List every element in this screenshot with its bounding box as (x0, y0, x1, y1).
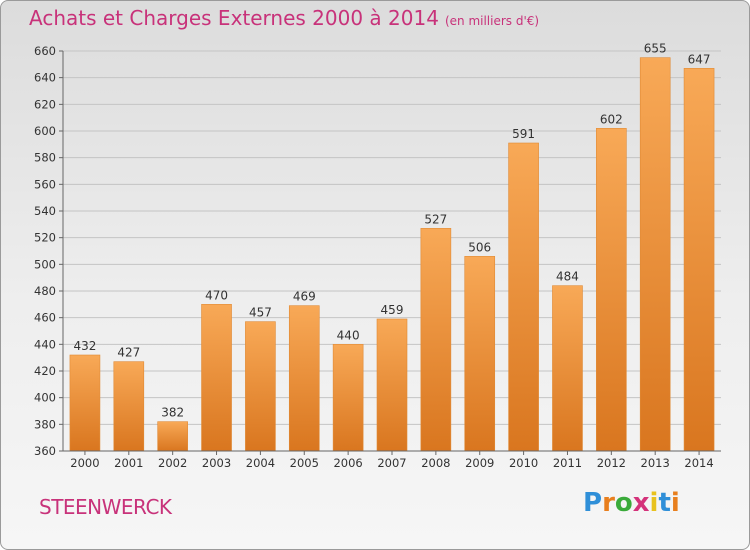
axes: 360 380 400 420 440 460 480 500 520 540 560 580 600 6… (34, 44, 721, 470)
bar (420, 228, 452, 452)
title-text: Achats et Charges Externes 2000 à 2014 (29, 6, 439, 30)
commune-name: STEENWERCK (39, 495, 172, 519)
bar-value-label: 457 (249, 306, 272, 320)
bars (69, 57, 715, 452)
bar-value-label: 602 (600, 112, 623, 126)
x-tick-label: 2003 (202, 456, 231, 470)
bar (288, 305, 320, 452)
y-tick-label: 460 (34, 311, 56, 325)
bar-value-label: 647 (688, 52, 711, 66)
y-tick-label: 440 (34, 337, 56, 351)
y-tick-label: 420 (34, 364, 56, 378)
bar (69, 354, 101, 452)
x-tick-label: 2011 (553, 456, 582, 470)
bar (596, 128, 627, 452)
y-tick-label: 620 (34, 97, 56, 111)
bar (464, 256, 496, 452)
x-tick-label: 2007 (377, 456, 406, 470)
y-tick-label: 580 (34, 151, 56, 165)
bar (245, 321, 276, 452)
logo-letter: i (670, 488, 680, 518)
bar-value-label: 382 (161, 406, 184, 420)
value-labels: 432 427 382 470 457 469 440 459 527 506 591 484 602 6… (73, 42, 710, 420)
x-tick-label: 2014 (684, 456, 713, 470)
x-tick-label: 2010 (509, 456, 538, 470)
y-tick-label: 520 (34, 231, 56, 245)
bar (508, 142, 539, 452)
x-tick-label: 2005 (290, 456, 319, 470)
chart-subtitle: (en milliers d'€) (444, 14, 540, 28)
logo-letter: r (602, 488, 615, 518)
y-tick-label: 360 (34, 444, 56, 458)
logo-letter: x (632, 488, 650, 518)
logo-letter: t (658, 488, 671, 518)
x-tick-label: 2002 (158, 456, 187, 470)
y-tick-label: 600 (34, 124, 56, 138)
bar-value-label: 506 (468, 240, 491, 254)
y-tick-label: 480 (34, 284, 56, 298)
bar-value-label: 527 (424, 212, 447, 226)
bar-value-label: 484 (556, 270, 579, 284)
y-tick-label: 380 (34, 417, 56, 431)
logo-letter: o (614, 488, 633, 518)
bar (332, 344, 364, 452)
chart-title: Achats et Charges Externes 2000 à 2014 (e… (29, 6, 539, 30)
x-tick-label: 2004 (246, 456, 275, 470)
y-tick-label: 640 (34, 71, 56, 85)
x-tick-label: 2006 (333, 456, 362, 470)
bar-value-label: 470 (205, 288, 228, 302)
bar (113, 361, 145, 452)
bar (201, 304, 232, 452)
bar-value-label: 459 (381, 303, 404, 317)
bar (683, 68, 715, 452)
bar (639, 57, 671, 452)
x-tick-label: 2013 (641, 456, 670, 470)
logo-letter: P (583, 488, 603, 518)
bar (157, 421, 188, 452)
bar-value-label: 427 (117, 346, 140, 360)
x-tick-label: 2000 (70, 456, 99, 470)
x-tick-label: 2009 (465, 456, 494, 470)
bar (376, 318, 408, 452)
bar-value-label: 591 (512, 127, 535, 141)
bar-value-label: 440 (337, 328, 360, 342)
bar-value-label: 469 (293, 290, 316, 304)
x-tick-label: 2001 (114, 456, 143, 470)
x-tick-label: 2012 (597, 456, 626, 470)
y-tick-label: 660 (34, 44, 56, 58)
y-tick-label: 500 (34, 257, 56, 271)
y-tick-label: 540 (34, 204, 56, 218)
y-tick-label: 560 (34, 177, 56, 191)
bar-value-label: 655 (644, 42, 667, 56)
proxiti-logo: Proxiti (583, 488, 680, 518)
y-tick-label: 400 (34, 391, 56, 405)
bar (552, 285, 583, 452)
x-tick-label: 2008 (421, 456, 450, 470)
logo-letter: i (649, 488, 659, 518)
bar-value-label: 432 (73, 339, 96, 353)
